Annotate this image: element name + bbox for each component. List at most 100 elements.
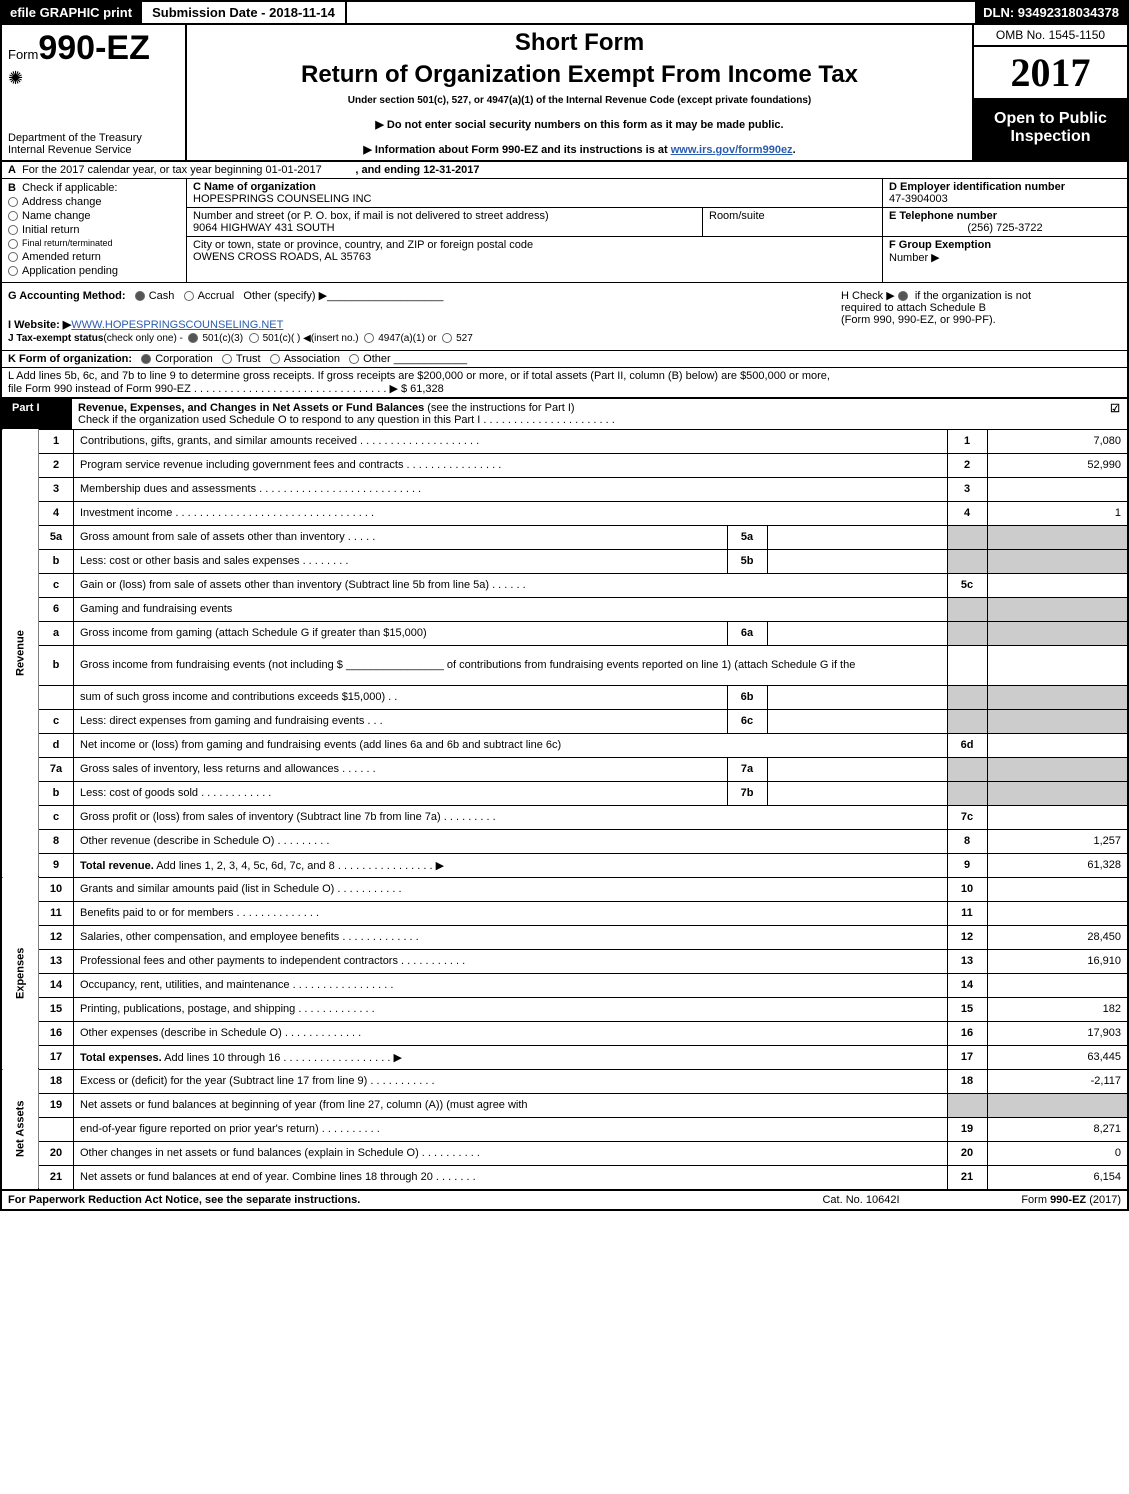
table-row: bGross income from fundraising events (n… — [2, 645, 1127, 685]
line-description: Less: direct expenses from gaming and fu… — [74, 709, 728, 733]
table-row: 11Benefits paid to or for members . . . … — [2, 901, 1127, 925]
side-label: Expenses — [2, 877, 39, 1069]
dept-irs: Internal Revenue Service — [8, 144, 179, 156]
inner-line-value — [767, 549, 947, 573]
h-checkbox[interactable] — [898, 291, 908, 301]
f-label2: Number ▶ — [889, 252, 940, 264]
form-page: efile GRAPHIC print Submission Date - 20… — [0, 0, 1129, 1211]
line-description: Gross income from gaming (attach Schedul… — [74, 621, 728, 645]
check-initial[interactable]: Initial return — [8, 224, 180, 236]
k-trust: Trust — [236, 353, 261, 365]
line-a-ending: , and ending 12-31-2017 — [355, 164, 479, 176]
check-final[interactable]: Final return/terminated — [8, 238, 180, 249]
right-number-shade — [947, 549, 987, 573]
j-501c3-radio[interactable] — [188, 333, 198, 343]
table-row: Revenue1Contributions, gifts, grants, an… — [2, 429, 1127, 453]
right-line-number: 14 — [947, 973, 987, 997]
return-title: Return of Organization Exempt From Incom… — [193, 61, 966, 89]
other-label: Other (specify) ▶ — [243, 290, 327, 302]
check-amended[interactable]: Amended return — [8, 251, 180, 263]
h-text3: required to attach Schedule B — [841, 302, 986, 314]
table-row: 21Net assets or fund balances at end of … — [2, 1165, 1127, 1189]
line-number: 3 — [39, 477, 74, 501]
part1-checkbox[interactable]: ☑ — [1103, 399, 1127, 429]
under-section: Under section 501(c), 527, or 4947(a)(1)… — [193, 95, 966, 106]
h-text1: H Check ▶ — [841, 290, 895, 302]
line-number: 14 — [39, 973, 74, 997]
k-assoc: Association — [284, 353, 340, 365]
part1-header: Part I Revenue, Expenses, and Changes in… — [2, 399, 1127, 429]
k-trust-radio[interactable] — [222, 354, 232, 364]
short-form-title: Short Form — [193, 29, 966, 57]
inner-line-number: 6b — [727, 685, 767, 709]
line-description: Investment income . . . . . . . . . . . … — [74, 501, 948, 525]
right-line-number: 9 — [947, 853, 987, 877]
right-line-number: 18 — [947, 1069, 987, 1093]
submission-date: Submission Date - 2018-11-14 — [140, 2, 347, 23]
k-corp-radio[interactable] — [141, 354, 151, 364]
line-description: Gross profit or (loss) from sales of inv… — [74, 805, 948, 829]
right-line-number — [947, 1093, 987, 1117]
line-number: 18 — [39, 1069, 74, 1093]
inner-line-number: 6c — [727, 709, 767, 733]
k-other-radio[interactable] — [349, 354, 359, 364]
line-number: 15 — [39, 997, 74, 1021]
line-number: c — [39, 805, 74, 829]
phone-row: E Telephone number (256) 725-3722 — [883, 208, 1127, 237]
right-line-value: 1,257 — [987, 829, 1127, 853]
table-row: sum of such gross income and contributio… — [2, 685, 1127, 709]
line-description: Net assets or fund balances at beginning… — [74, 1093, 948, 1117]
j-527-radio[interactable] — [442, 333, 452, 343]
check-name[interactable]: Name change — [8, 210, 180, 222]
line-number: 20 — [39, 1141, 74, 1165]
line-description: Benefits paid to or for members . . . . … — [74, 901, 948, 925]
table-row: 7aGross sales of inventory, less returns… — [2, 757, 1127, 781]
tax-year: 2017 — [974, 47, 1127, 100]
section-b-mid: C Name of organization HOPESPRINGS COUNS… — [187, 179, 882, 282]
dept-treasury: Department of the Treasury — [8, 132, 179, 144]
h-text2: if the organization is not — [915, 290, 1031, 302]
line-description: Contributions, gifts, grants, and simila… — [74, 429, 948, 453]
table-row: 6Gaming and fundraising events — [2, 597, 1127, 621]
right-line-value: 16,910 — [987, 949, 1127, 973]
j-4947: 4947(a)(1) or — [378, 333, 436, 344]
f3-post: (2017) — [1086, 1194, 1121, 1206]
l-text1: L Add lines 5b, 6c, and 7b to line 9 to … — [8, 370, 830, 382]
line-number: 11 — [39, 901, 74, 925]
line-number: 19 — [39, 1093, 74, 1117]
line-number: 21 — [39, 1165, 74, 1189]
line-description: Printing, publications, postage, and shi… — [74, 997, 948, 1021]
k-assoc-radio[interactable] — [270, 354, 280, 364]
form-number: 990-EZ — [38, 29, 150, 67]
line-description: Salaries, other compensation, and employ… — [74, 925, 948, 949]
right-line-number: 1 — [947, 429, 987, 453]
line-number: c — [39, 573, 74, 597]
part1-label: Part I — [2, 399, 72, 429]
checklist: Address change Name change Initial retur… — [8, 196, 180, 277]
right-value-shade — [987, 621, 1127, 645]
inner-line-value — [767, 781, 947, 805]
ein-row: D Employer identification number 47-3904… — [883, 179, 1127, 208]
inner-line-value — [767, 685, 947, 709]
table-row: 8Other revenue (describe in Schedule O) … — [2, 829, 1127, 853]
accrual-radio[interactable] — [184, 291, 194, 301]
right-line-number: 15 — [947, 997, 987, 1021]
line-number: 1 — [39, 429, 74, 453]
j-501c-radio[interactable] — [249, 333, 259, 343]
check-address[interactable]: Address change — [8, 196, 180, 208]
form-header: Form990-EZ ✺ Department of the Treasury … — [2, 25, 1127, 162]
right-line-value: 182 — [987, 997, 1127, 1021]
org-name: HOPESPRINGS COUNSELING INC — [193, 193, 371, 205]
open-public-badge: Open to Public Inspection — [974, 100, 1127, 160]
website-link[interactable]: WWW.HOPESPRINGSCOUNSELING.NET — [71, 319, 283, 331]
table-row: 2Program service revenue including gover… — [2, 453, 1127, 477]
check-pending[interactable]: Application pending — [8, 265, 180, 277]
g-label: G Accounting Method: — [8, 290, 126, 302]
cash-radio[interactable] — [135, 291, 145, 301]
irs-link[interactable]: www.irs.gov/form990ez — [671, 144, 793, 156]
section-h: H Check ▶ if the organization is not req… — [841, 289, 1121, 344]
right-line-value — [987, 645, 1127, 685]
header-middle: Short Form Return of Organization Exempt… — [187, 25, 972, 160]
check-if-label: Check if applicable: — [22, 182, 117, 194]
j-4947-radio[interactable] — [364, 333, 374, 343]
